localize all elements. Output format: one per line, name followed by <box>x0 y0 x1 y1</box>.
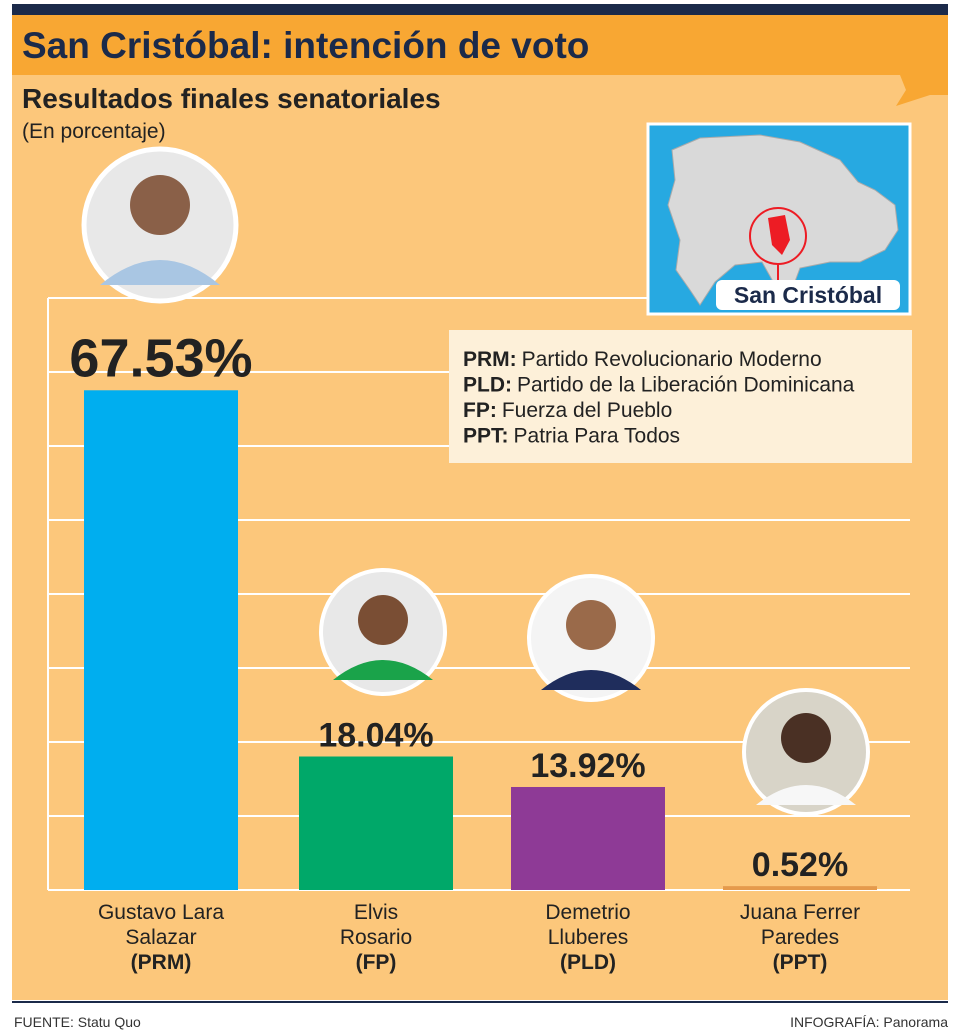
legend-entry: PRM: Partido Revolucionario Moderno <box>463 348 822 371</box>
party: (PPT) <box>772 951 828 974</box>
legend-entry: PLD: Partido de la Liberación Dominicana <box>463 374 855 397</box>
bar <box>723 886 877 890</box>
legend-box <box>449 330 912 463</box>
category-label: Demetrio Lluberes (PLD) <box>488 900 688 975</box>
party: (FP) <box>355 951 397 974</box>
photo <box>81 146 239 304</box>
photo <box>742 688 870 816</box>
value-label: 67.53% <box>69 328 252 388</box>
legend-abbr: PLD: <box>463 374 512 397</box>
map: San Cristóbal <box>646 122 912 316</box>
legend-abbr: PRM: <box>463 348 517 371</box>
credit: INFOGRAFÍA: Panorama <box>790 1014 948 1030</box>
chart-title: San Cristóbal: intención de voto <box>22 25 589 66</box>
category-label: Juana Ferrer Paredes (PPT) <box>700 900 900 975</box>
legend-name: Partido de la Liberación Dominicana <box>517 374 855 397</box>
value-label: 18.04% <box>318 717 433 755</box>
value-label: 0.52% <box>752 846 848 884</box>
legend-abbr: FP: <box>463 399 497 422</box>
party: (PLD) <box>560 951 616 974</box>
category-label: Gustavo Lara Salazar (PRM) <box>61 900 261 975</box>
title-tail <box>896 75 948 106</box>
bar <box>84 390 238 890</box>
top-rule <box>12 4 948 15</box>
candidate-name: Elvis Rosario <box>339 901 413 949</box>
candidate-name: Demetrio Lluberes <box>545 901 631 949</box>
title-bar <box>12 15 948 75</box>
legend-abbr: PPT: <box>463 425 509 448</box>
legend-name: Patria Para Todos <box>514 425 681 448</box>
legend-name: Fuerza del Pueblo <box>502 399 672 422</box>
unit-note: (En porcentaje) <box>22 120 166 143</box>
party: (PRM) <box>130 951 192 974</box>
legend-entry: FP: Fuerza del Pueblo <box>463 399 672 422</box>
source: FUENTE: Statu Quo <box>14 1014 141 1030</box>
photo <box>319 568 447 696</box>
bar <box>299 756 453 890</box>
map-label: San Cristóbal <box>734 282 882 308</box>
value-label: 13.92% <box>530 747 645 785</box>
candidate-name: Juana Ferrer Paredes <box>739 901 861 949</box>
category-label: Elvis Rosario (FP) <box>276 900 476 975</box>
legend-entry: PPT: Patria Para Todos <box>463 425 680 448</box>
subtitle: Resultados finales senatoriales <box>22 83 441 114</box>
bar <box>511 786 665 890</box>
photo <box>527 574 655 702</box>
legend-name: Partido Revolucionario Moderno <box>522 348 822 371</box>
candidate-name: Gustavo Lara Salazar <box>97 901 225 949</box>
photos <box>81 146 870 816</box>
bars: 67.53% 18.04% 13.92% 0.52% <box>69 328 877 890</box>
